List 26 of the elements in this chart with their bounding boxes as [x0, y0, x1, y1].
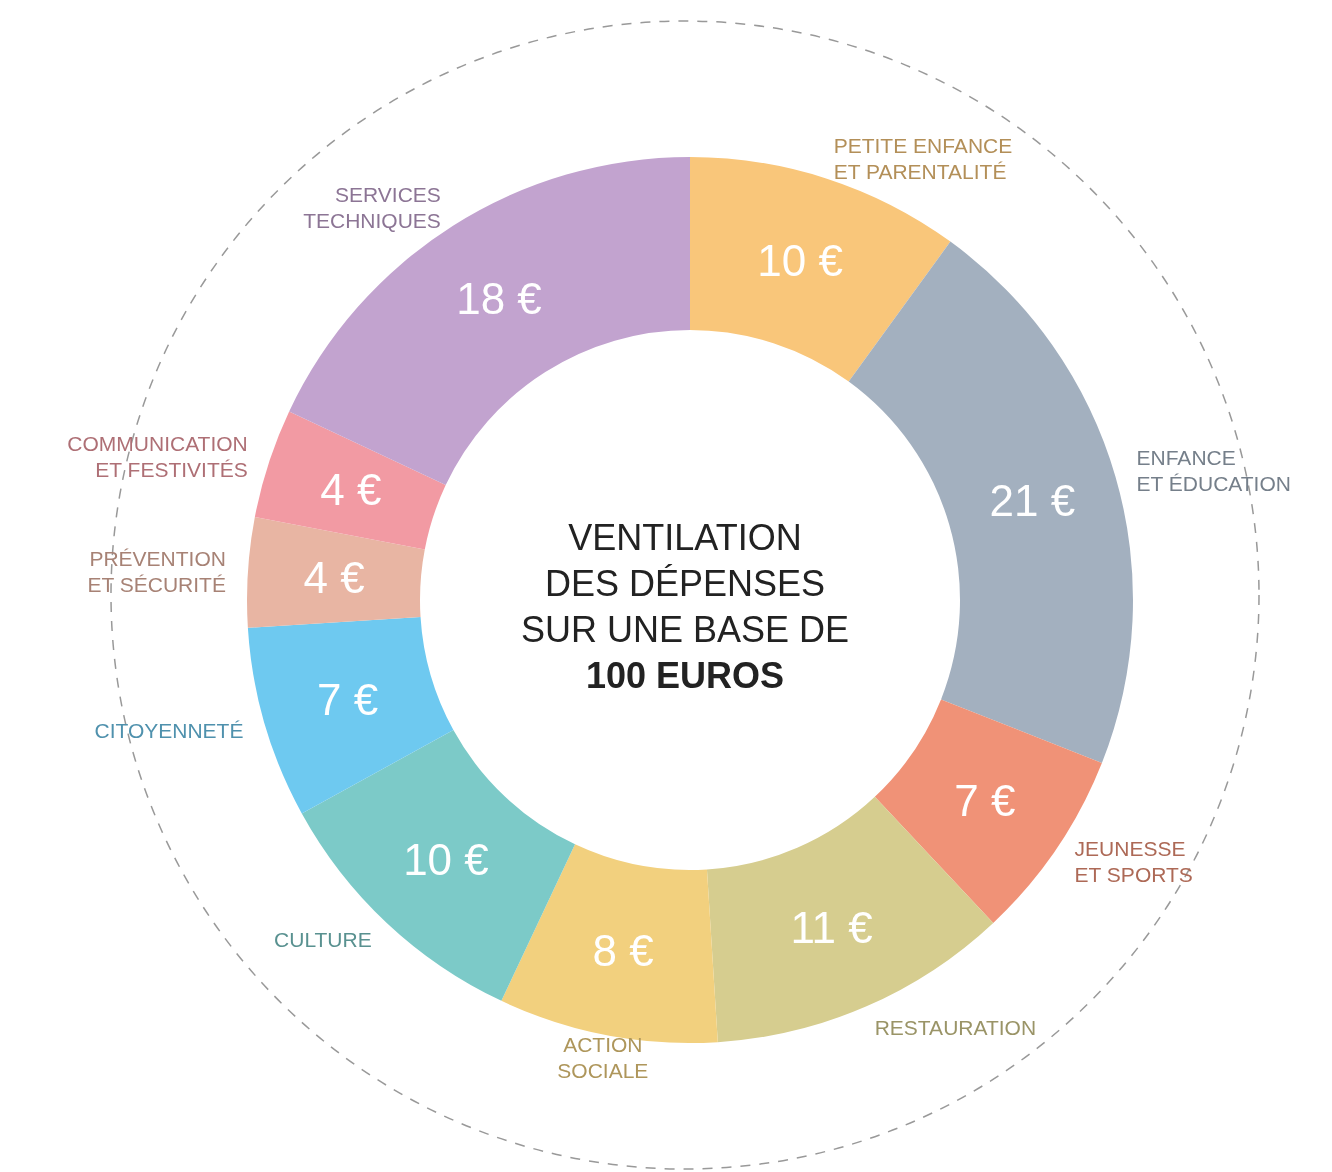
slice-label: PRÉVENTION ET SÉCURITÉ: [87, 546, 226, 596]
text: 100 EUROS: [584, 654, 786, 698]
text: VENTILATION DES DÉPENSES SUR UNE BASE DE: [519, 516, 851, 652]
data-label: 7 €: [317, 674, 379, 724]
slice-label: PETITE ENFANCE ET PARENTALITÉ: [833, 133, 1013, 183]
donut-slice: [247, 616, 454, 814]
data-label: 10 €: [757, 236, 843, 286]
slice-label: ENFANCE ET ÉDUCATION: [1136, 445, 1291, 495]
slice-label: CULTURE: [274, 927, 372, 951]
data-label: 21 €: [989, 476, 1076, 526]
donut-slice: [848, 241, 1133, 764]
donut-slice: [247, 516, 425, 628]
slice-label: COMMUNICATION ET FESTIVITÉS: [67, 431, 248, 481]
data-label: 7 €: [954, 775, 1016, 825]
data-label: 10 €: [403, 835, 489, 885]
data-label: 18 €: [456, 274, 542, 324]
donut-slice: [254, 411, 446, 550]
slice-label: ACTION SOCIALE: [557, 1032, 649, 1082]
slice-label: SERVICES TECHNIQUES: [303, 182, 441, 232]
data-label: 4 €: [303, 553, 365, 603]
data-label: 4 €: [320, 465, 382, 515]
slice-label: RESTAURATION: [874, 1015, 1037, 1039]
data-label: 8 €: [592, 925, 654, 975]
slice-label: CITOYENNETÉ: [94, 718, 244, 742]
data-label: 11 €: [790, 902, 873, 952]
slice-label: JEUNESSE ET SPORTS: [1074, 836, 1193, 886]
